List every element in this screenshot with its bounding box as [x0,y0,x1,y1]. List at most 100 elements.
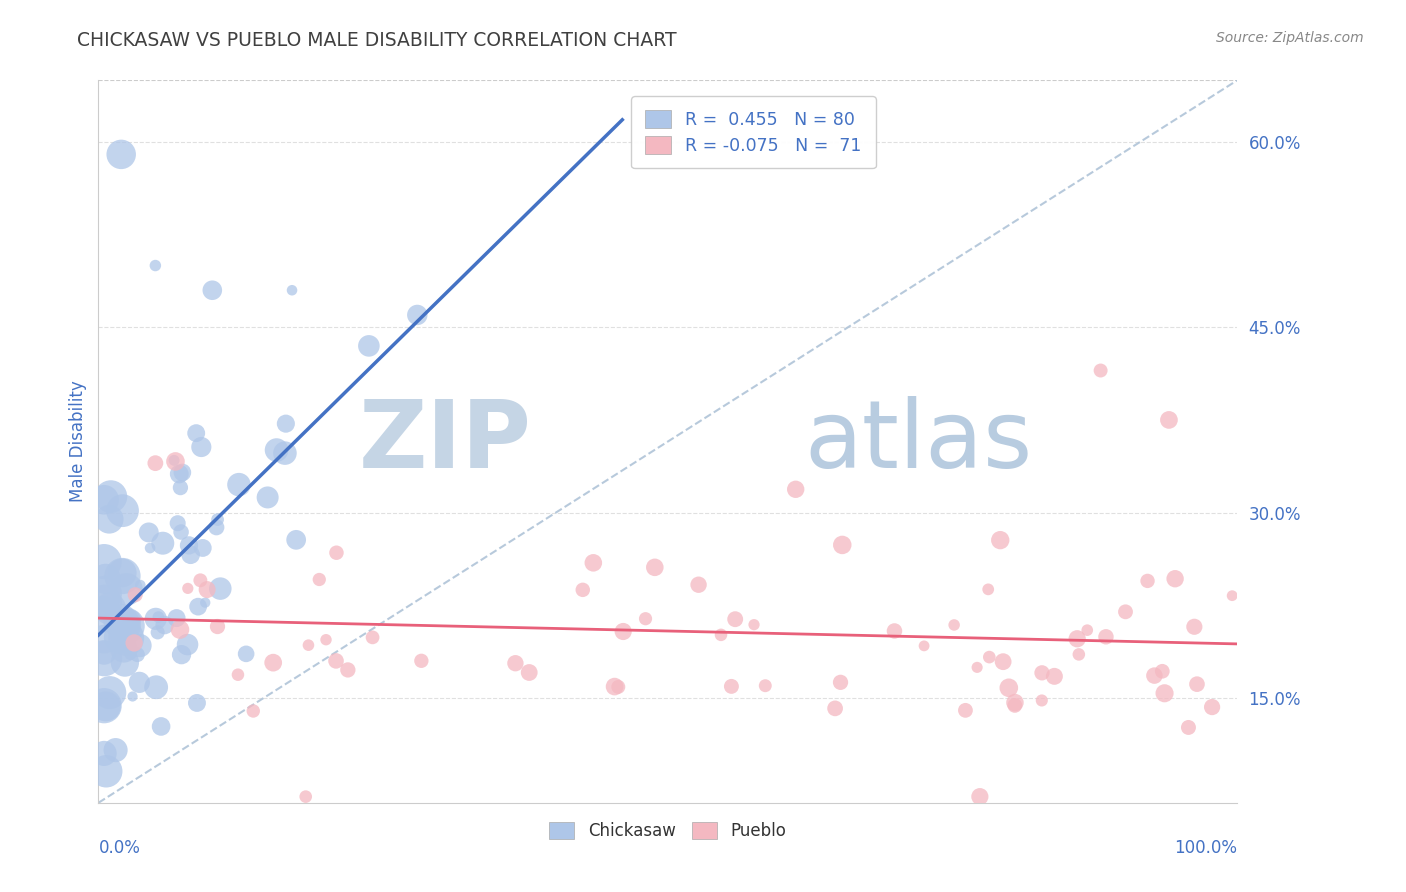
Point [406,308,429,322]
Text: Source: ZipAtlas.com: Source: ZipAtlas.com [1216,31,1364,45]
Point [357,339,380,353]
Point [194,596,217,610]
Point [145,456,167,470]
Point [94,699,117,714]
Point [176,638,198,652]
Point [1066,632,1088,646]
Point [582,556,605,570]
Point [1153,686,1175,700]
Point [111,566,134,580]
Point [688,578,710,592]
Text: 100.0%: 100.0% [1174,838,1237,857]
Point [94,572,117,586]
Point [145,259,167,273]
Point [644,560,666,574]
Point [742,617,765,632]
Point [361,631,384,645]
Point [186,696,208,710]
Point [1182,620,1205,634]
Point [710,628,733,642]
Point [169,623,191,637]
Point [98,512,121,526]
Point [785,483,807,497]
Point [150,719,173,733]
Point [1031,693,1053,707]
Point [139,541,162,555]
Point [93,555,115,569]
Point [1177,721,1199,735]
Point [1067,648,1090,662]
Point [1004,696,1026,710]
Point [146,625,169,640]
Point [201,283,224,297]
Point [724,612,747,626]
Point [612,624,634,639]
Point [180,548,202,562]
Point [100,490,122,504]
Point [166,611,188,625]
Point [190,574,212,588]
Point [1143,668,1166,682]
Point [336,663,359,677]
Point [138,525,160,540]
Point [1076,623,1098,637]
Point [1090,363,1112,377]
Point [274,417,297,431]
Point [124,621,146,635]
Point [108,630,131,644]
Point [93,596,115,610]
Point [170,524,193,539]
Point [166,516,188,531]
Point [235,647,257,661]
Point [93,651,115,665]
Point [1220,589,1243,603]
Point [121,690,143,704]
Point [153,618,176,632]
Point [195,582,218,597]
Point [1152,665,1174,679]
Point [191,541,214,555]
Point [115,631,138,645]
Point [955,703,977,717]
Point [152,536,174,550]
Point [112,619,135,633]
Point [1115,605,1137,619]
Point [998,681,1021,695]
Point [883,624,905,638]
Point [274,446,297,460]
Point [115,619,138,633]
Point [1095,630,1118,644]
Point [325,546,347,560]
Point [93,587,115,601]
Text: CHICKASAW VS PUEBLO MALE DISABILITY CORRELATION CHART: CHICKASAW VS PUEBLO MALE DISABILITY CORR… [77,31,676,50]
Point [190,440,212,454]
Point [115,582,138,597]
Point [148,610,170,624]
Point [831,538,853,552]
Point [603,680,626,694]
Point [124,588,146,602]
Point [991,655,1014,669]
Point [571,582,593,597]
Point [128,675,150,690]
Point [205,520,228,534]
Point [129,578,152,592]
Point [1164,572,1187,586]
Point [110,147,132,161]
Point [209,582,232,596]
Point [172,466,194,480]
Point [517,665,540,680]
Text: ZIP: ZIP [359,395,531,488]
Point [129,639,152,653]
Point [112,627,135,641]
Point [111,504,134,518]
Point [207,619,229,633]
Point [325,654,347,668]
Point [979,650,1001,665]
Point [634,612,657,626]
Point [1136,574,1159,588]
Point [1185,677,1208,691]
Point [93,492,115,507]
Point [110,615,132,629]
Point [93,646,115,660]
